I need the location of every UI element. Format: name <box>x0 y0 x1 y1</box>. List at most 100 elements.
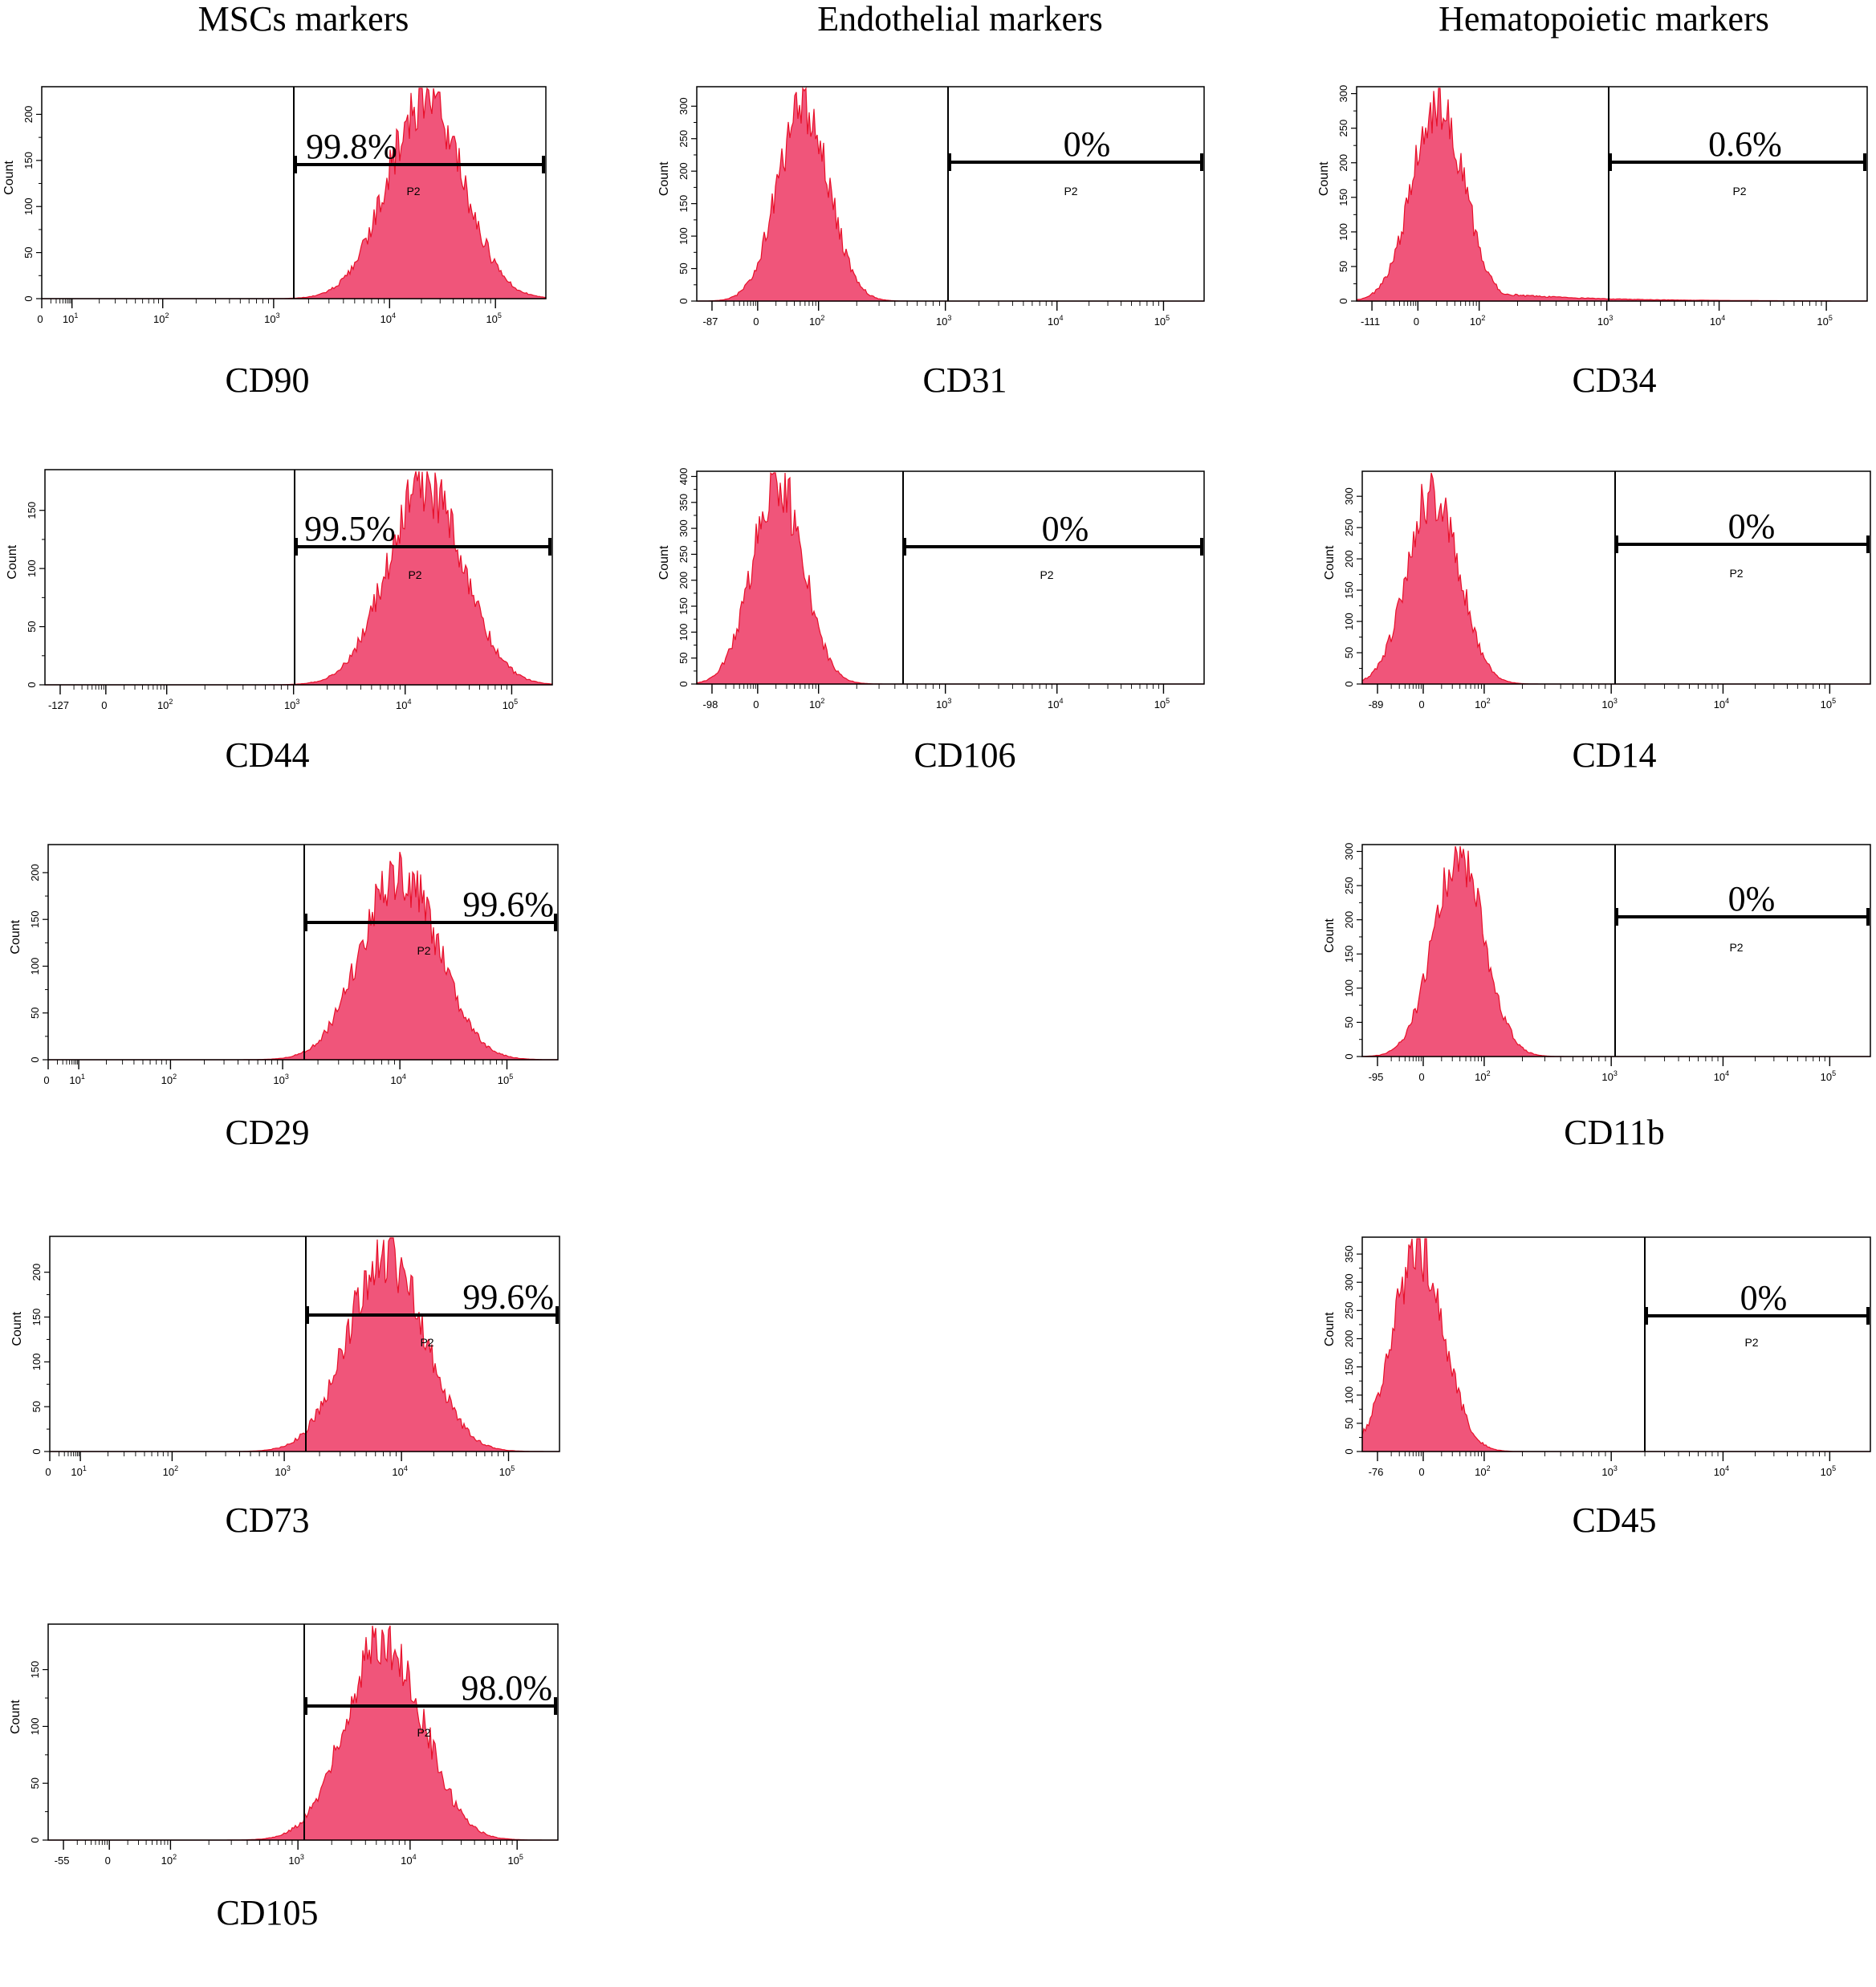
y-tick-label: 0 <box>1343 1448 1355 1454</box>
panel-cd105: 98.0% P2 0 50 100 150 Count -55 0 102 103 104 105 CD1… <box>9 1623 559 1932</box>
panel-cd34: 0.6% P2 0 50 100 150 200 250 300 Count -111 0 102 103… <box>1317 85 1868 400</box>
plot-frame <box>1356 86 1868 302</box>
x-tick-label: 102 <box>153 311 169 325</box>
x-tick-label: 105 <box>1821 697 1836 711</box>
y-tick-label: 300 <box>678 519 690 537</box>
x-tick-label: 105 <box>1154 697 1170 711</box>
y-tick-label: 150 <box>1343 581 1355 599</box>
y-axis-label: Count <box>9 1700 22 1734</box>
y-tick-label: 150 <box>678 195 690 213</box>
gate-percent-label: 99.5% <box>304 509 396 548</box>
y-tick-label: 50 <box>1343 647 1355 658</box>
y-tick-label: 300 <box>1337 85 1349 103</box>
y-tick-label: 200 <box>678 162 690 180</box>
gate-name-label: P2 <box>417 1726 430 1739</box>
plot-frame <box>696 86 1205 302</box>
x-tick-label: 103 <box>273 1073 288 1086</box>
x-tick-label: 104 <box>390 1073 405 1086</box>
y-tick-label: 50 <box>26 621 38 632</box>
marker-label-cd34: CD34 <box>1572 360 1656 400</box>
x-tick-label: 105 <box>507 1853 523 1867</box>
x-tick-label: 103 <box>1601 1069 1617 1083</box>
x-tick-label: 0 <box>1414 316 1419 328</box>
y-tick-label: 300 <box>1343 1273 1355 1291</box>
x-tick-label: 103 <box>1601 1464 1617 1478</box>
x-tick-label: 0 <box>753 698 759 711</box>
y-axis-label: Count <box>657 545 671 580</box>
x-tick-label: 102 <box>1470 314 1485 328</box>
x-tick-label: 105 <box>499 1464 515 1478</box>
histogram-cd106 <box>696 472 1204 685</box>
y-tick-label: 100 <box>29 1718 41 1736</box>
gate-name-label: P2 <box>1729 941 1743 954</box>
panel-cd29: 99.6% P2 0 50 100 150 200 Count 0 101 102 103 104 105… <box>9 844 559 1152</box>
x-tick-label: 105 <box>1817 314 1832 328</box>
x-tick-label: 104 <box>380 311 396 325</box>
marker-label-cd11b: CD11b <box>1564 1113 1665 1152</box>
y-tick-label: 300 <box>1343 487 1355 505</box>
histogram-cd14 <box>1361 472 1870 685</box>
gate-percent-label: 99.6% <box>462 885 554 924</box>
x-tick-label: 0 <box>105 1855 111 1867</box>
marker-label-cd31: CD31 <box>922 360 1007 400</box>
marker-label-cd73: CD73 <box>225 1500 309 1540</box>
histogram-cd31 <box>697 87 1204 302</box>
y-tick-label: 0 <box>678 681 690 686</box>
y-tick-label: 150 <box>678 597 690 615</box>
histogram-cd44 <box>45 470 553 686</box>
y-tick-label: 100 <box>1337 223 1349 241</box>
y-tick-label: 200 <box>1337 154 1349 172</box>
y-tick-label: 50 <box>1337 261 1349 272</box>
y-tick-label: 150 <box>1343 945 1355 963</box>
x-tick-label: 104 <box>1714 697 1729 711</box>
x-tick-label: 105 <box>503 698 518 711</box>
marker-label-cd90: CD90 <box>225 360 309 400</box>
marker-label-cd29: CD29 <box>225 1113 309 1152</box>
y-tick-label: 50 <box>678 263 690 274</box>
y-tick-label: 100 <box>1343 1386 1355 1404</box>
plot-frame <box>44 469 553 686</box>
x-tick-label: 102 <box>161 1853 177 1867</box>
x-tick-label: 105 <box>1821 1464 1836 1478</box>
gate-name-label: P2 <box>417 944 430 957</box>
x-tick-label: -55 <box>55 1855 70 1867</box>
y-tick-label: 150 <box>26 502 38 519</box>
panel-cd90: 99.8% P2 0 50 100 150 200 Count 0 101 102 103 104 105… <box>2 86 547 400</box>
x-tick-label: 104 <box>401 1853 416 1867</box>
histogram-cd105 <box>48 1625 558 1841</box>
y-tick-label: 100 <box>29 958 41 975</box>
y-axis-label: Count <box>1323 1312 1337 1346</box>
y-tick-label: 250 <box>1343 1301 1355 1319</box>
y-tick-label: 50 <box>678 652 690 663</box>
y-tick-label: 250 <box>1343 877 1355 894</box>
x-tick-label: 102 <box>1475 697 1490 711</box>
y-tick-label: 50 <box>1343 1418 1355 1429</box>
gate-percent-label: 0% <box>1740 1278 1788 1317</box>
gate-percent-label: 0% <box>1728 879 1776 918</box>
y-tick-label: 50 <box>31 1401 43 1412</box>
panel-cd73: 99.6% P2 0 50 100 150 200 Count 0 101 102 103 104 105… <box>10 1236 560 1540</box>
y-tick-label: 50 <box>29 1777 41 1789</box>
x-tick-label: -98 <box>703 698 718 711</box>
y-axis-label: Count <box>1323 545 1337 580</box>
y-tick-label: 50 <box>1343 1016 1355 1028</box>
y-axis-label: Count <box>1317 161 1331 196</box>
panel-cd31: 0% P2 0 50 100 150 200 250 300 Count -87 0 102 103 104… <box>657 86 1205 400</box>
gate-name-label: P2 <box>1732 185 1746 197</box>
y-tick-label: 100 <box>678 227 690 245</box>
x-tick-label: -127 <box>48 699 69 711</box>
x-tick-label: 0 <box>37 313 43 325</box>
gate-name-label: P2 <box>1744 1336 1758 1349</box>
y-tick-label: 300 <box>678 97 690 115</box>
y-tick-label: 100 <box>26 560 38 577</box>
x-tick-label: 104 <box>1714 1069 1729 1083</box>
y-tick-label: 150 <box>31 1309 43 1326</box>
x-tick-label: 105 <box>1154 314 1170 328</box>
plot-frame <box>696 470 1205 685</box>
x-tick-label: 102 <box>1475 1069 1490 1083</box>
x-tick-label: 102 <box>809 314 824 328</box>
y-tick-label: 100 <box>1343 613 1355 630</box>
y-axis-label: Count <box>6 544 19 579</box>
y-tick-label: 100 <box>22 197 35 215</box>
x-tick-label: 103 <box>284 698 299 711</box>
